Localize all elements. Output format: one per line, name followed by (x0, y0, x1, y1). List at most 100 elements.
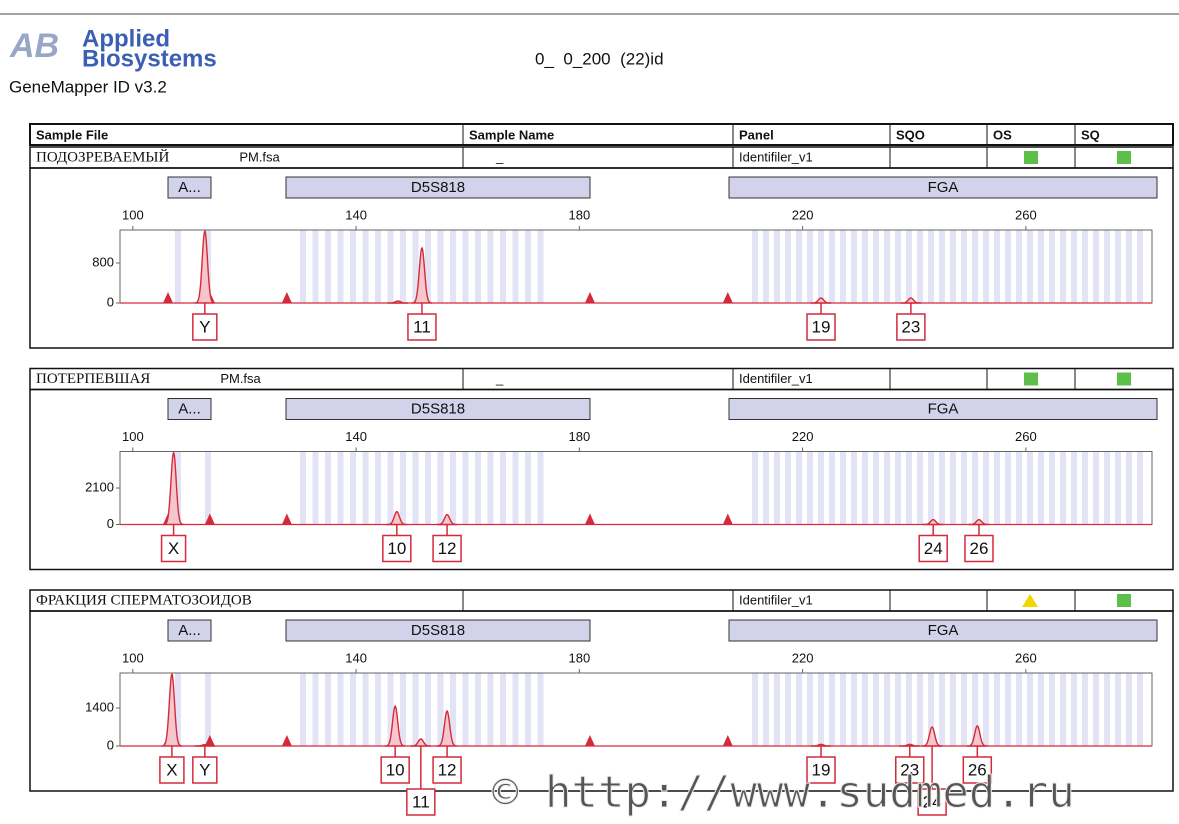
allele-bin (1104, 451, 1110, 525)
marker-label: A... (178, 179, 201, 196)
allele-bin (1049, 451, 1055, 525)
allele-bin (462, 230, 469, 303)
watermark: © http://www.sudmed.ru (492, 767, 1075, 818)
marker-bar (728, 619, 1158, 642)
allele-bin (1137, 673, 1143, 746)
allele-bin (763, 230, 769, 303)
allele-bin (475, 673, 481, 746)
allele-bin (1093, 673, 1099, 746)
allele-bin (1060, 451, 1066, 525)
allele-bin (350, 673, 356, 746)
marker-bar (728, 398, 1158, 420)
allele-bin (1038, 451, 1044, 525)
allele-bin (829, 230, 835, 303)
allele-bin (1104, 673, 1110, 746)
standard-peak (722, 513, 733, 525)
allele-bin (1027, 673, 1033, 746)
allele-bin (437, 230, 444, 303)
y-tick-label: 800 (92, 254, 114, 269)
standard-peak (584, 513, 595, 525)
peak (810, 743, 832, 747)
allele-bin (873, 673, 879, 746)
allele-bin (1016, 673, 1022, 746)
allele-bin (325, 673, 331, 746)
product-name: GeneMapper ID v3.2 (9, 77, 167, 96)
sample-name: _ (495, 371, 504, 386)
allele-bin (1016, 451, 1022, 525)
allele-bin (763, 673, 769, 746)
allele-bin (884, 230, 890, 303)
allele-bin (387, 230, 394, 303)
allele-bin (895, 673, 901, 746)
os-flag (1024, 151, 1038, 164)
allele-label: 26 (970, 539, 989, 558)
allele-bin (300, 673, 306, 746)
allele-bin (512, 230, 519, 303)
column-header: SQ (1081, 127, 1100, 142)
allele-bin (785, 451, 791, 525)
allele-bin (774, 673, 780, 746)
allele-bin (450, 673, 456, 746)
allele-bin (840, 230, 846, 303)
allele-box (159, 756, 185, 784)
allele-bin (1126, 673, 1132, 746)
allele-bin (325, 230, 331, 303)
allele-bin (1005, 673, 1011, 746)
logo-mark: AB (9, 27, 59, 65)
peak (436, 709, 458, 747)
allele-bin (375, 451, 381, 525)
column-header: OS (993, 127, 1012, 142)
allele-bin (512, 673, 519, 746)
standard-peak (722, 292, 733, 303)
allele-label: 23 (901, 317, 920, 336)
allele-box (192, 313, 218, 341)
y-tick-label: 1400 (85, 699, 114, 714)
sample-row (29, 367, 1174, 391)
allele-bin (450, 451, 456, 525)
allele-bin (1005, 451, 1011, 525)
x-tick-label: 180 (568, 429, 590, 444)
allele-bin (175, 230, 181, 303)
peak (161, 672, 183, 747)
allele-bin (774, 451, 780, 525)
sample-label: ФРАКЦИЯ СПЕРМАТОЗОИДОВ (36, 592, 252, 608)
allele-bin (807, 673, 813, 746)
panel-name: Identifiler_v1 (739, 592, 813, 607)
allele-bin (906, 451, 912, 525)
peak (411, 246, 433, 304)
allele-bin (829, 673, 835, 746)
allele-box (406, 788, 436, 816)
marker-label: D5S818 (411, 179, 465, 196)
allele-bin (752, 230, 758, 303)
peak (163, 450, 184, 526)
allele-bin (884, 451, 890, 525)
allele-bin (807, 230, 813, 303)
x-tick-label: 260 (1015, 207, 1037, 222)
sample-file: PM.fsa (220, 371, 261, 386)
standard-peak (281, 735, 292, 746)
allele-label: 10 (387, 539, 406, 558)
allele-label: Y (199, 760, 210, 779)
allele-bin (983, 230, 989, 303)
peak (387, 300, 409, 304)
peak (922, 518, 944, 526)
allele-label: 23 (900, 760, 919, 779)
allele-box (962, 756, 993, 784)
allele-box (432, 534, 462, 563)
marker-label: D5S818 (411, 622, 465, 639)
allele-bin (939, 451, 945, 525)
y-tick-label: 0 (107, 737, 114, 752)
allele-box (964, 534, 994, 563)
allele-label: Y (199, 317, 210, 336)
allele-bin (375, 673, 381, 746)
allele-bin (917, 451, 923, 525)
sq-flag (1117, 594, 1131, 607)
allele-bin (387, 451, 394, 525)
standard-peak (584, 735, 595, 746)
x-tick-label: 100 (122, 429, 144, 444)
x-tick-label: 140 (345, 207, 367, 222)
allele-bin (1005, 230, 1011, 303)
allele-box (407, 313, 437, 341)
allele-bin (487, 230, 494, 303)
